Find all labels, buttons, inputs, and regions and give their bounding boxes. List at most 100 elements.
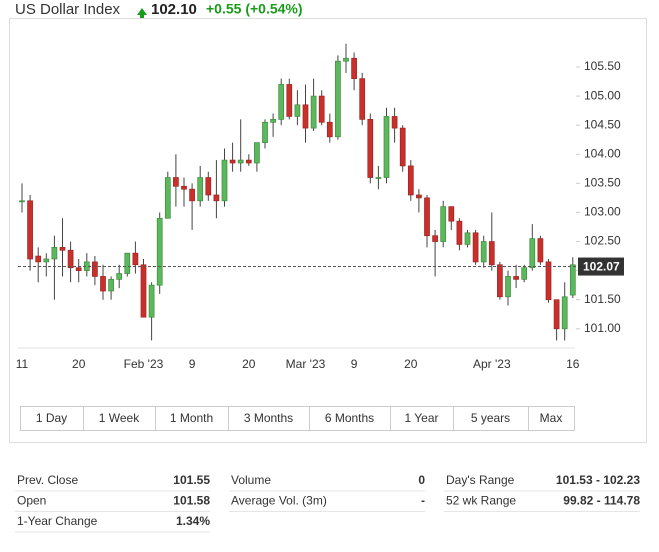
y-tick-label: 105.00 [584, 88, 621, 102]
y-tick-label: 102.50 [584, 234, 621, 248]
candle-body [205, 177, 212, 196]
candle-body [51, 247, 58, 260]
candle-body [270, 119, 276, 123]
chart-frame [9, 18, 647, 443]
candle-body [513, 276, 519, 280]
candle-body [116, 273, 123, 280]
candle-body [424, 197, 430, 237]
candle-body [407, 165, 414, 196]
stat-label: Day's Range [446, 473, 515, 487]
range-button-label[interactable]: 1 Day [36, 411, 67, 425]
candle-body [254, 142, 260, 164]
candle-body [140, 264, 147, 318]
range-button-label[interactable]: 1 Month [170, 411, 213, 425]
candle-body [521, 267, 528, 280]
x-tick-label: 20 [404, 357, 418, 371]
candle-body [108, 278, 114, 292]
candle-body [505, 276, 511, 298]
candle-body [561, 296, 568, 330]
candle-body [367, 119, 374, 178]
stat-value: 101.53 - 102.23 [556, 473, 640, 487]
candle-body [35, 255, 42, 263]
candle-body [92, 261, 98, 277]
candle-body [197, 177, 204, 202]
candle-body [432, 235, 438, 242]
candle-body [294, 104, 301, 117]
range-button[interactable] [155, 406, 229, 431]
range-button-label[interactable]: 1 Year [404, 411, 438, 425]
range-button[interactable] [528, 406, 575, 431]
candle-body [286, 84, 293, 117]
stat-value: 101.55 [173, 473, 210, 487]
candle-body [375, 177, 382, 179]
candle-body [318, 95, 325, 123]
candle-body [221, 159, 228, 202]
candle-body [529, 238, 536, 269]
title: US Dollar Index [15, 1, 121, 18]
stat-value: 0 [418, 473, 425, 487]
candle-body [480, 241, 487, 263]
x-tick-label: Feb '23 [124, 357, 164, 371]
candle-body [326, 121, 333, 138]
candle-body [229, 159, 236, 164]
x-tick-label: Apr '23 [473, 357, 511, 371]
candle-body [278, 84, 285, 120]
stat-label: Average Vol. (3m) [231, 494, 327, 508]
range-button-label[interactable]: 1 Week [99, 411, 140, 425]
candle-body [189, 188, 195, 202]
candle-body [100, 276, 106, 292]
range-button-label[interactable]: 5 years [471, 411, 510, 425]
candle-body [472, 232, 479, 263]
y-tick-label: 105.50 [584, 59, 621, 73]
candle-body [391, 116, 398, 129]
candle-body [43, 258, 50, 263]
candle-body [173, 177, 179, 187]
candle-body [537, 238, 544, 263]
candle-body [359, 78, 366, 120]
candle-body [569, 264, 576, 296]
stat-label: Prev. Close [17, 473, 78, 487]
stat-label: 52 wk Range [446, 494, 516, 508]
candle-body [245, 159, 252, 164]
candle-body [164, 177, 171, 219]
stat-label: 1-Year Change [17, 514, 98, 528]
range-button-label[interactable]: Max [540, 411, 563, 425]
last-price-box [578, 257, 624, 276]
candle-body [132, 252, 139, 266]
candle-body [488, 241, 495, 266]
x-tick-label: 20 [72, 357, 86, 371]
range-button-label[interactable]: 6 Months [325, 411, 374, 425]
candle-body [124, 252, 131, 274]
candle-body [440, 206, 447, 242]
candle-body [456, 220, 463, 245]
candle-body [67, 249, 74, 269]
candle-body [343, 57, 349, 62]
candle-body [335, 60, 341, 138]
candle-body [75, 267, 82, 271]
x-tick-label: 11 [16, 357, 29, 371]
candle-body [448, 206, 455, 222]
y-tick-label: 101.00 [584, 321, 621, 335]
candle-body [156, 217, 163, 286]
candle-body [416, 194, 422, 199]
last-price-label: 102.07 [583, 260, 620, 274]
candle-body [181, 185, 187, 190]
candle-body [545, 261, 552, 301]
y-tick-label: 104.00 [584, 146, 621, 160]
stat-value: 1.34% [176, 514, 210, 528]
x-tick-label: 20 [242, 357, 256, 371]
candle-body [553, 299, 560, 330]
y-tick-label: 101.50 [584, 292, 621, 306]
y-tick-label: 104.50 [584, 117, 621, 131]
candle-body [27, 200, 33, 260]
up-arrow [137, 8, 147, 19]
range-button-label[interactable]: 3 Months [244, 411, 293, 425]
stat-value: 101.58 [173, 494, 210, 508]
candle-body [262, 121, 268, 143]
candle-body [464, 232, 471, 245]
range-button[interactable] [83, 406, 156, 431]
y-tick-label: 103.00 [584, 205, 621, 219]
x-tick-label: 9 [351, 357, 358, 371]
